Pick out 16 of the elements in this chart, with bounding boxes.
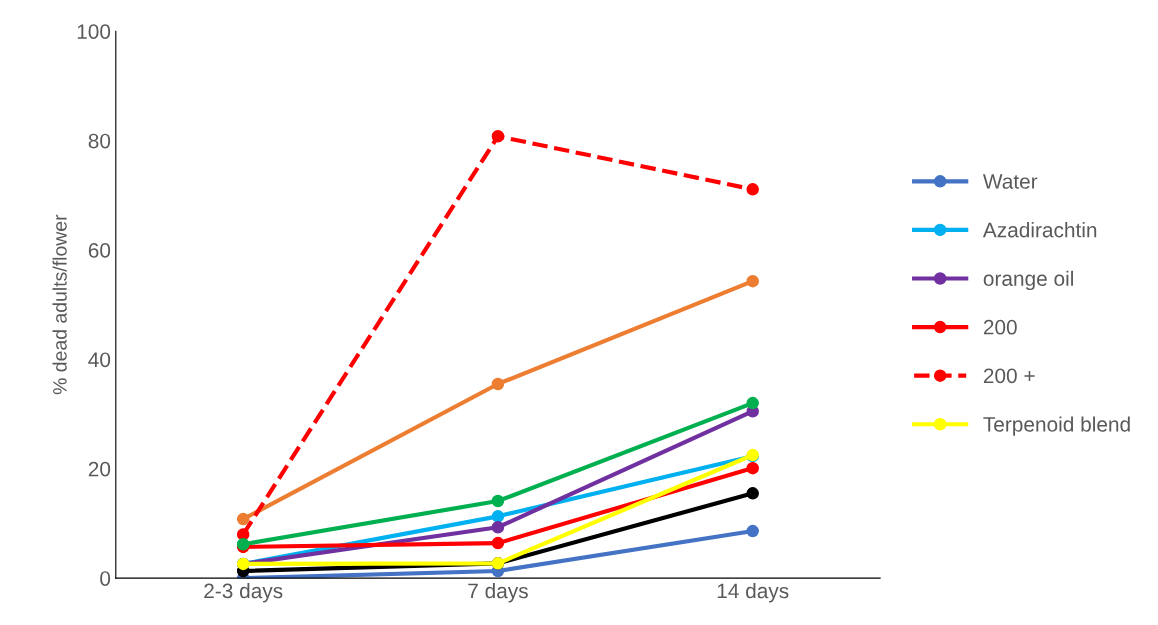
y-tick-label: 20 (88, 461, 111, 477)
y-axis-title: % dead adults/flower (52, 214, 67, 395)
y-tick-label: 40 (88, 352, 111, 368)
legend-label: orange oil (983, 270, 1073, 291)
legend-label: Water (982, 174, 1038, 189)
y-tick-label: 60 (88, 243, 111, 258)
y-tick-label: 100 (77, 24, 111, 39)
legend-label: Azadirachtin (982, 222, 1097, 238)
x-tick-label: 2-3 days (204, 582, 283, 603)
x-tick-label: 14 days (717, 582, 789, 603)
legend-label: 200 + (983, 368, 1035, 384)
y-tick-label: 80 (88, 133, 111, 149)
legend-label: 200 (983, 319, 1017, 335)
x-tick-label: 7 days (468, 582, 528, 603)
legend-label: Terpenoid blend (983, 416, 1130, 436)
y-tick-label: 0 (100, 571, 111, 586)
